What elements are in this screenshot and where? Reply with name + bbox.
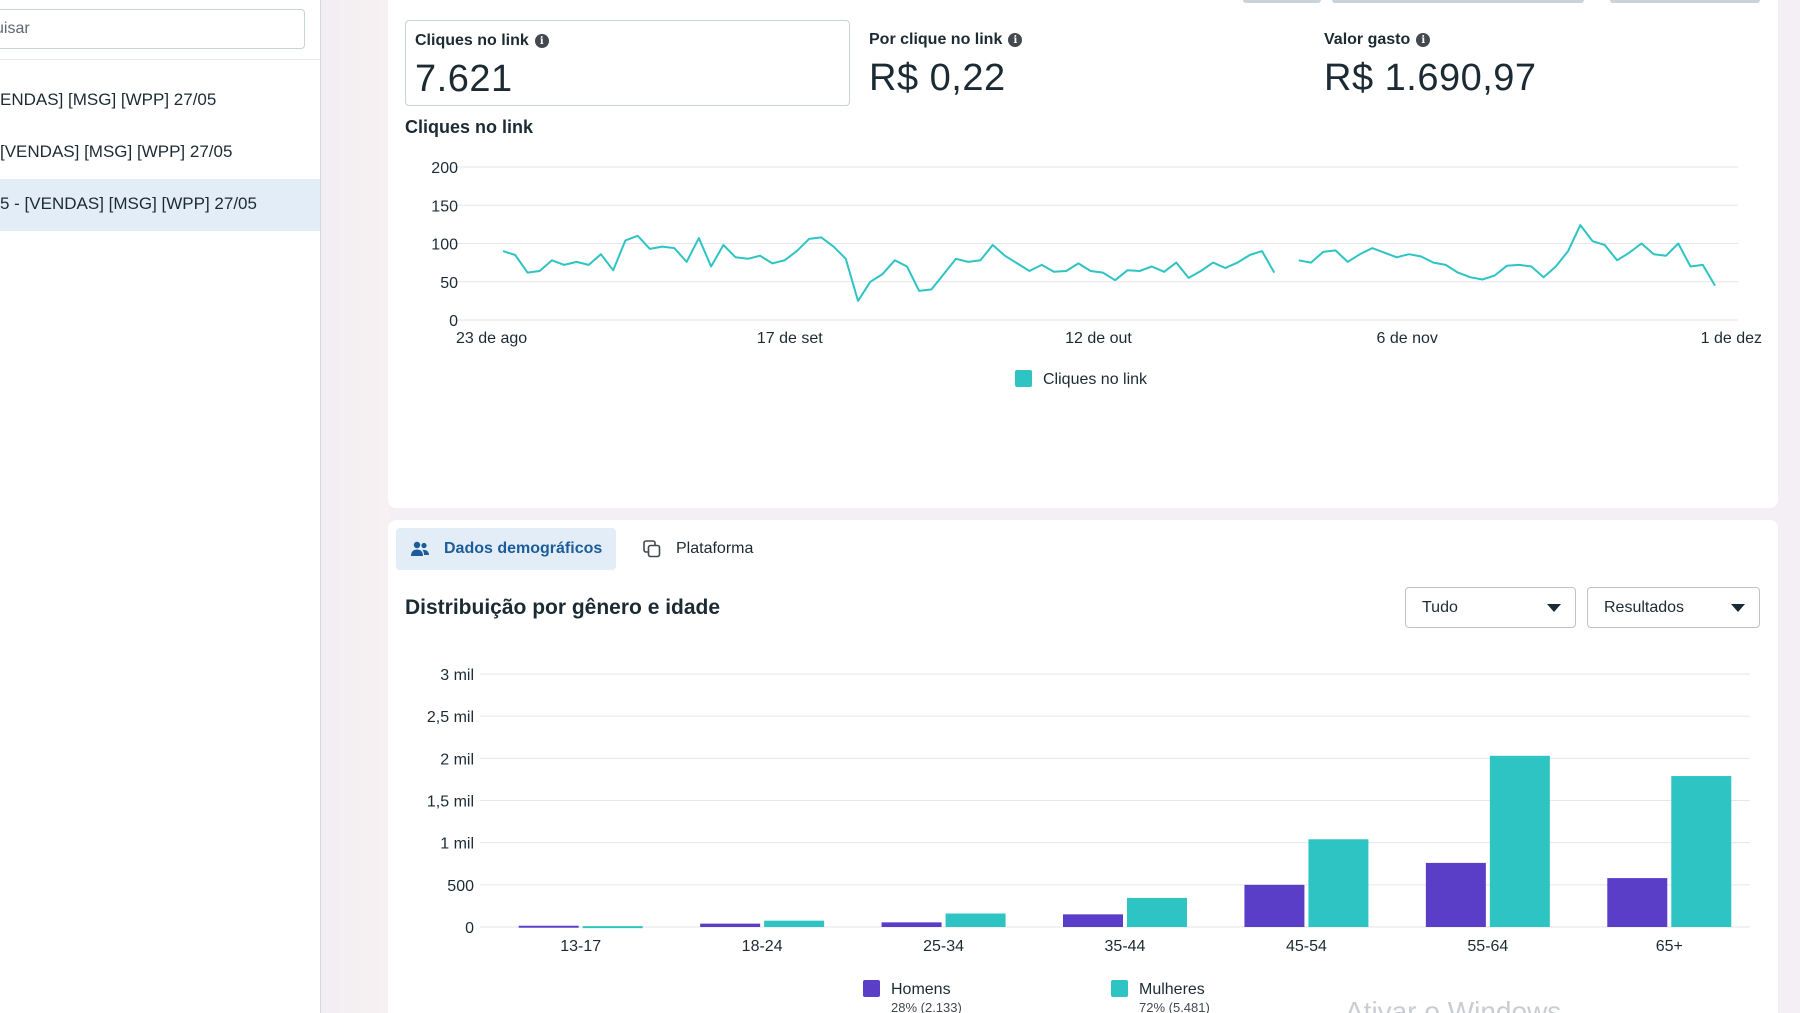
bar-mulheres[interactable] — [1127, 897, 1187, 927]
legend-label: Mulheres — [1139, 981, 1205, 998]
y-tick-label: 2,5 mil — [427, 709, 474, 726]
sidebar-item-campaign[interactable]: [VENDAS] [MSG] [WPP] 27/05 — [0, 127, 320, 179]
sidebar-divider — [0, 59, 320, 60]
y-tick-label: 500 — [447, 878, 474, 895]
legend-swatch — [1111, 980, 1128, 997]
metric-link-clicks[interactable]: Cliques no link i 7.621 — [405, 20, 850, 106]
info-icon[interactable]: i — [1008, 33, 1023, 47]
metric-label: Cliques no link i — [415, 32, 840, 50]
metric-label: Valor gasto i — [1324, 31, 1746, 49]
legend-swatch — [1015, 370, 1032, 387]
line-chart-title: Cliques no link — [405, 117, 534, 137]
info-icon[interactable]: i — [534, 34, 549, 48]
top-tab-stub[interactable] — [1610, 0, 1760, 3]
legend-swatch — [863, 980, 880, 997]
windows-activation-watermark: Ativar o Windows — [1345, 996, 1562, 1013]
sidebar: uisar ENDAS] [MSG] [WPP] 27/05 [VENDAS] … — [0, 0, 321, 1013]
background-strip — [321, 0, 389, 1013]
x-tick-label: 23 de ago — [456, 330, 527, 347]
people-icon — [411, 541, 429, 556]
x-tick-label: 6 de nov — [1377, 330, 1438, 347]
y-tick-label: 150 — [431, 198, 458, 215]
metric-value: R$ 0,22 — [869, 57, 1006, 99]
sidebar-item-campaign-selected[interactable]: 5 - [VENDAS] [MSG] [WPP] 27/05 — [0, 179, 320, 231]
bar-homens[interactable] — [1063, 914, 1123, 927]
bar-mulheres[interactable] — [1308, 839, 1369, 927]
tab-platform[interactable]: Plataforma — [628, 528, 767, 570]
bar-homens[interactable] — [700, 923, 761, 927]
metrics-card: Cliques no link i 7.621 Por clique no li… — [388, 0, 1778, 508]
bar-mulheres[interactable] — [1671, 776, 1732, 927]
legend-sublabel: 28% (2.133) — [891, 1000, 962, 1013]
chevron-down-icon — [1547, 604, 1561, 612]
legend-sublabel: 72% (5.481) — [1139, 1000, 1210, 1013]
y-tick-label: 0 — [465, 920, 474, 937]
tab-demographics[interactable]: Dados demográficos — [396, 528, 617, 570]
sidebar-item-label: 5 - [VENDAS] [MSG] [WPP] 27/05 — [0, 194, 257, 213]
metric-amount-spent[interactable]: Valor gasto i R$ 1.690,97 — [1315, 20, 1755, 106]
bar-homens[interactable] — [881, 922, 942, 927]
filter-dropdown-results[interactable]: Resultados — [1587, 587, 1760, 628]
x-tick-label: 12 de out — [1065, 330, 1132, 347]
y-tick-label: 1,5 mil — [427, 794, 474, 811]
y-tick-label: 100 — [431, 237, 458, 254]
copy-icon — [643, 540, 661, 558]
y-tick-label: 200 — [431, 160, 458, 177]
x-tick-label: 17 de set — [757, 330, 823, 347]
series-line-segment — [502, 234, 1276, 302]
metric-label-text: Valor gasto — [1324, 31, 1411, 48]
metric-label-text: Por clique no link — [869, 31, 1003, 48]
y-tick-label: 0 — [449, 313, 458, 330]
metric-cost-per-click[interactable]: Por clique no link i R$ 0,22 — [860, 20, 1300, 106]
metric-value: 7.621 — [415, 58, 513, 100]
top-tab-stub[interactable] — [1332, 0, 1584, 3]
chevron-down-icon — [1731, 604, 1745, 612]
bar-homens[interactable] — [518, 925, 579, 928]
bar-mulheres[interactable] — [945, 913, 1006, 927]
bar-homens[interactable] — [1244, 884, 1305, 927]
series-line-segment — [1298, 224, 1716, 287]
x-tick-label: 35-44 — [1105, 938, 1146, 955]
legend-label: Cliques no link — [1043, 371, 1148, 388]
metric-label: Por clique no link i — [869, 31, 1291, 49]
legend-label: Homens — [891, 981, 951, 998]
bar-mulheres[interactable] — [582, 926, 643, 929]
dropdown-value: Resultados — [1604, 599, 1685, 616]
bar-homens[interactable] — [1607, 878, 1668, 927]
y-tick-label: 1 mil — [440, 836, 474, 853]
x-tick-label: 1 de dez — [1701, 330, 1762, 347]
metric-label-text: Cliques no link — [415, 32, 529, 49]
x-tick-label: 65+ — [1656, 938, 1683, 955]
search-input[interactable]: uisar — [0, 9, 305, 49]
demographics-card: Dados demográficos Plataforma Distribuiç… — [388, 520, 1778, 1013]
sidebar-item-label: [VENDAS] [MSG] [WPP] 27/05 — [0, 142, 233, 161]
sidebar-item-label: ENDAS] [MSG] [WPP] 27/05 — [0, 90, 217, 109]
bar-mulheres[interactable] — [764, 920, 825, 927]
dropdown-value: Tudo — [1422, 599, 1458, 616]
filter-dropdown-all[interactable]: Tudo — [1405, 587, 1576, 628]
top-tab-stub[interactable] — [1243, 0, 1321, 3]
tab-label: Plataforma — [676, 540, 754, 557]
demographics-title: Distribuição por gênero e idade — [405, 596, 721, 619]
bar-homens[interactable] — [1425, 862, 1486, 927]
x-tick-label: 13-17 — [560, 938, 601, 955]
y-tick-label: 2 mil — [440, 751, 474, 768]
link-clicks-line-chart: 200 150 100 50 023 de ago 17 de set 12 de out 6… — [431, 160, 1762, 388]
sidebar-item-campaign[interactable]: ENDAS] [MSG] [WPP] 27/05 — [0, 75, 320, 127]
x-tick-label: 25-34 — [923, 938, 964, 955]
info-icon[interactable]: i — [1416, 33, 1431, 47]
gender-age-bar-chart: 3 mil 2,5 mil 2 mil 1,5 mil 1 mil 500 0 13-17 18… — [427, 667, 1750, 1013]
tab-label: Dados demográficos — [444, 540, 603, 557]
x-tick-label: 45-54 — [1286, 938, 1327, 955]
x-tick-label: 55-64 — [1467, 938, 1508, 955]
metric-value: R$ 1.690,97 — [1324, 57, 1537, 99]
bar-mulheres[interactable] — [1489, 755, 1550, 927]
y-tick-label: 3 mil — [440, 667, 474, 684]
x-tick-label: 18-24 — [742, 938, 783, 955]
y-tick-label: 50 — [440, 275, 458, 292]
